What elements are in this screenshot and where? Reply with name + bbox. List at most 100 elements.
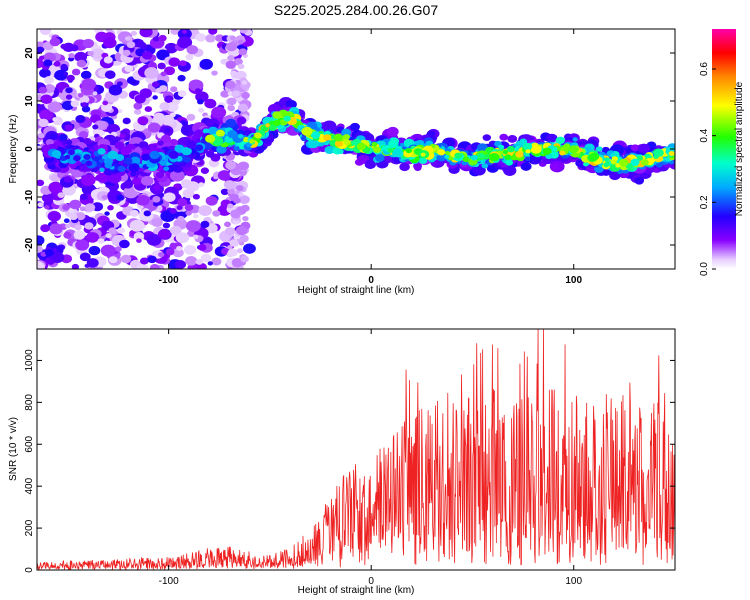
spectrogram-cell: [198, 205, 212, 216]
spectrogram-cell: [195, 33, 206, 42]
spectrogram-cell: [103, 56, 113, 64]
spectrogram-cell: [223, 180, 236, 190]
spectrogram-cell: [104, 211, 110, 216]
spectrogram-cell: [205, 134, 216, 143]
spectrogram-cell: [165, 248, 175, 256]
spectrogram-cell: [96, 172, 110, 184]
spectrogram-cell: [637, 155, 644, 161]
spectrogram-cell: [371, 141, 378, 147]
spectrogram-cell: [227, 203, 234, 209]
spectrogram-cell: [603, 162, 610, 168]
spectrogram-cell: [522, 142, 533, 151]
spectrogram-cell: [117, 165, 126, 173]
spectrogram-cell: [192, 234, 199, 240]
spectrogram-cell: [185, 53, 194, 61]
spectrogram-cell: [341, 128, 352, 137]
spectrogram-cell: [205, 150, 215, 158]
spectrogram-cell: [70, 100, 80, 108]
spectrogram-cell: [119, 133, 126, 139]
spectrogram-cell: [71, 263, 80, 269]
spectrogram-cell: [638, 143, 651, 154]
spectrogram-cell: [405, 148, 412, 154]
spectrogram-cell: [177, 215, 185, 222]
spectrogram-cell: [170, 86, 178, 93]
spectrogram-cell: [137, 116, 149, 126]
spectrogram-cell: [83, 138, 92, 145]
spectrogram-cell: [44, 76, 55, 84]
spectrogram-cell: [45, 139, 54, 146]
spectrogram-cell: [66, 139, 73, 145]
spectrogram-cell: [86, 198, 94, 205]
spectrogram-cell: [113, 159, 119, 165]
spectrogram-cell: [157, 251, 165, 258]
spectrogram-cell: [200, 167, 209, 174]
spectrogram-cell: [231, 258, 244, 268]
y-tick-label: 400: [24, 477, 35, 494]
spectrogram-cell: [82, 38, 95, 49]
spectrogram-cell: [80, 70, 92, 80]
spectrogram-cell: [551, 146, 558, 152]
spectrogram-cell: [503, 165, 517, 176]
spectrogram-cell: [41, 193, 54, 203]
spectrogram-cell: [215, 129, 225, 137]
y-tick-label: -10: [24, 189, 35, 204]
spectrogram-cell: [59, 155, 66, 160]
spectrogram-cell: [307, 139, 320, 149]
spectrogram-cell: [520, 162, 532, 171]
spectrogram-cell: [300, 135, 308, 142]
spectrogram-cell: [74, 51, 88, 62]
spectrogram-cell: [205, 34, 216, 43]
spectrogram-cell: [381, 145, 388, 151]
spectrogram-cell: [60, 63, 68, 70]
spectrogram-cell: [79, 206, 86, 212]
spectrogram-cell: [181, 124, 191, 132]
spectrogram-cell: [69, 213, 78, 221]
spectrogram-cell: [102, 100, 109, 106]
spectrogram-cell: [147, 122, 161, 133]
spectrogram-cell: [75, 114, 86, 124]
spectrogram-cell: [185, 220, 201, 232]
spectrogram-cell: [53, 61, 61, 67]
spectrogram-cell: [181, 29, 188, 34]
spectrogram-cell: [47, 101, 62, 113]
spectrogram-cell: [108, 256, 118, 264]
spectrogram-cell: [84, 222, 94, 230]
spectrogram-cell: [213, 175, 219, 180]
spectrogram-cell: [630, 158, 640, 166]
spectrogram-cell: [136, 263, 149, 269]
spectrogram-cell: [322, 120, 337, 132]
spectrogram-cell: [43, 59, 53, 67]
spectrogram-cell: [116, 194, 125, 201]
spectrogram-cell: [236, 248, 244, 254]
spectrogram-cell: [101, 194, 108, 200]
spectrogram-cell: [207, 126, 219, 135]
spectrogram-cell: [91, 48, 105, 59]
spectrogram-cell: [208, 29, 218, 35]
snr-x-label: Height of straight line (km): [298, 585, 415, 596]
spectrogram-cell: [105, 233, 112, 239]
spectrogram-cell: [47, 210, 61, 222]
spectrogram-cell: [216, 145, 227, 154]
spectrogram-cell: [230, 209, 241, 219]
snr-series-line: [37, 329, 675, 570]
spectrogram-cell: [630, 144, 640, 152]
spectrogram-cell: [391, 148, 403, 158]
spectrogram-cell: [76, 59, 87, 68]
spectrogram-cell: [227, 245, 233, 250]
spectrogram-cell: [39, 68, 51, 78]
spectrogram-cell: [233, 58, 243, 66]
spectrogram-cell: [217, 170, 231, 181]
spectrogram-cell: [233, 197, 241, 204]
spectrogram-cell: [177, 74, 186, 82]
spectrogram-cell: [653, 148, 664, 157]
spectrogram-cell: [77, 93, 84, 98]
spectrogram-cell: [200, 253, 212, 263]
spectrogram-cell: [506, 145, 515, 153]
spectrogram-cell: [97, 238, 105, 244]
spectrogram-cell: [240, 255, 249, 263]
spectrogram-cell: [227, 105, 236, 112]
x-tick-label: -100: [159, 576, 179, 587]
spectrogram-cell: [79, 95, 90, 104]
spectrogram-cell: [268, 120, 275, 126]
y-tick-label: 10: [24, 95, 35, 107]
